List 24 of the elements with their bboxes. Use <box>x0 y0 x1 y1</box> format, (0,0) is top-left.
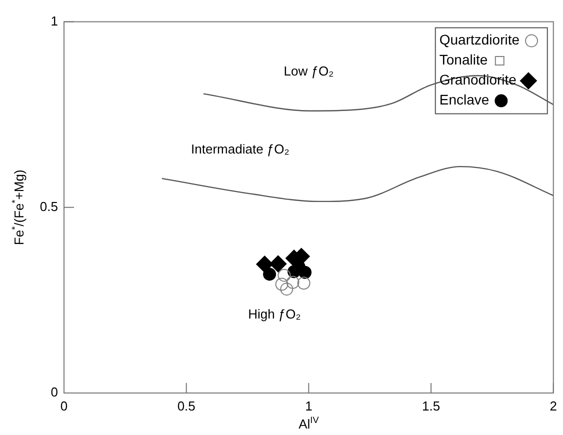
point <box>286 276 300 289</box>
x-tick-label: 0 <box>60 398 68 414</box>
x-tick-label: 1.5 <box>422 398 440 414</box>
point <box>297 276 310 290</box>
y-tick-label: 0.5 <box>40 198 58 214</box>
y-tick-label: 0 <box>50 384 58 400</box>
y-axis-title: Fe*/(Fe*+Mg) <box>10 170 27 246</box>
annotation: Low ƒO₂ <box>284 63 334 78</box>
legend-label: Tonalite <box>439 52 488 68</box>
point <box>280 282 294 296</box>
legend-label: Quartzdiorite <box>439 32 520 48</box>
legend-label: Enclave <box>439 92 490 108</box>
point <box>275 278 288 291</box>
point <box>278 268 291 282</box>
line-series <box>161 166 554 202</box>
point <box>256 256 274 273</box>
x-tick-label: 1 <box>305 398 312 414</box>
point <box>263 268 276 281</box>
x-tick-label: 0.5 <box>177 398 196 414</box>
point <box>270 255 287 272</box>
y-tick-label: 1 <box>50 13 58 28</box>
x-tick-label: 2 <box>550 398 557 414</box>
annotation: High ƒO₂ <box>248 306 301 322</box>
annotation: Intermadiate ƒO₂ <box>191 141 290 156</box>
